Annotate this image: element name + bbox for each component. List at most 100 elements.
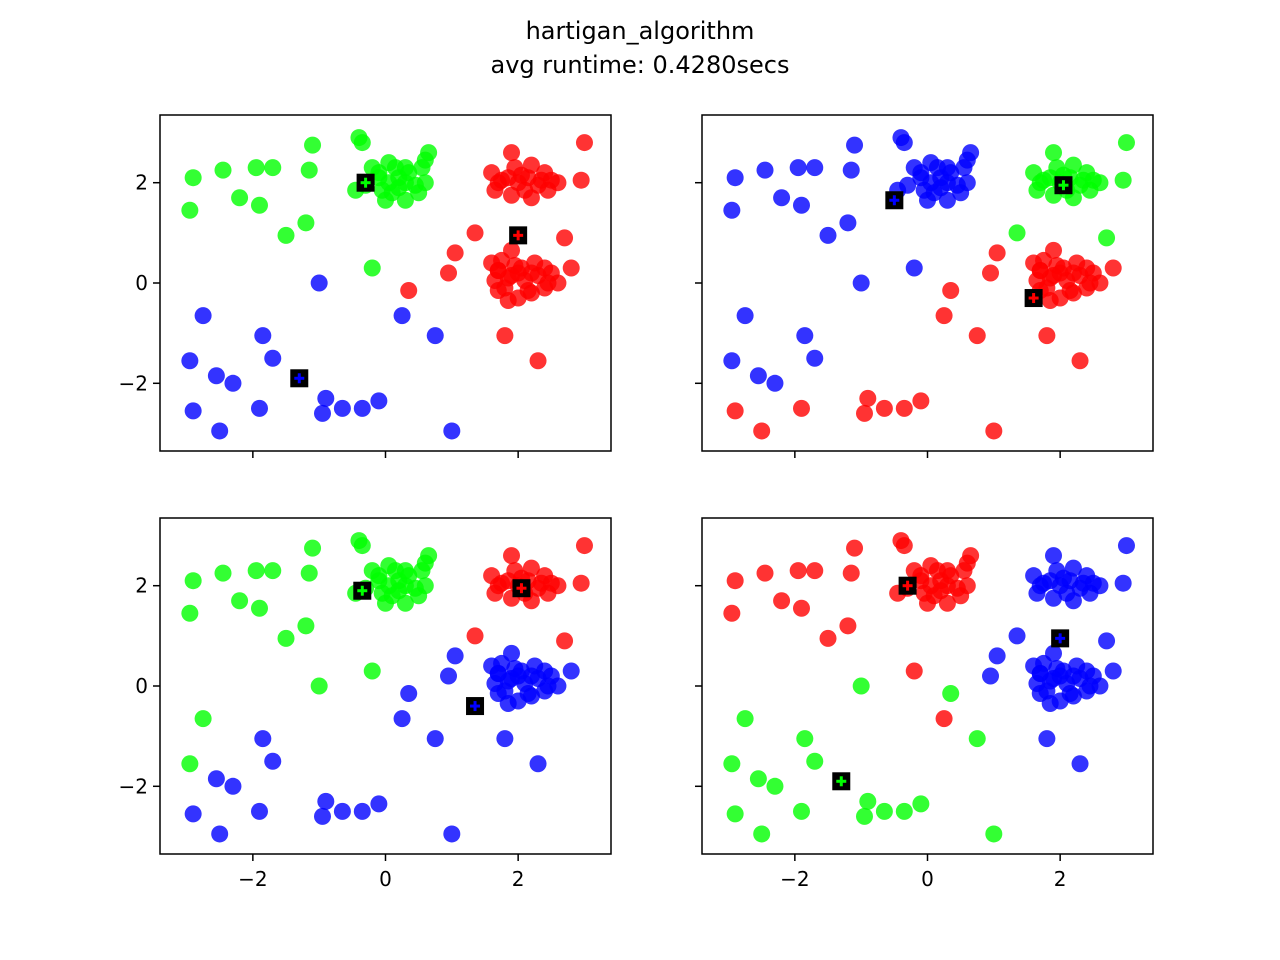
data-point: [1064, 264, 1082, 282]
data-point: [503, 186, 521, 204]
data-point: [846, 539, 864, 557]
data-point: [789, 562, 807, 580]
data-point: [756, 161, 774, 179]
data-point: [400, 685, 418, 703]
data-point: [532, 574, 550, 592]
data-point: [499, 572, 517, 590]
data-point: [855, 404, 873, 422]
data-point: [1117, 134, 1135, 152]
data-point: [549, 174, 567, 192]
data-point: [859, 792, 877, 810]
data-point: [895, 134, 913, 152]
data-point: [317, 389, 335, 407]
chart-title: hartigan_algorithm: [525, 17, 755, 45]
data-point: [1045, 547, 1063, 565]
data-point: [988, 647, 1006, 665]
data-point: [370, 164, 388, 182]
data-point: [370, 392, 388, 410]
data-point: [792, 399, 810, 417]
data-point: [353, 399, 371, 417]
data-point: [363, 662, 381, 680]
data-point: [390, 582, 408, 600]
data-point: [277, 629, 295, 647]
x-tick-label: −2: [238, 867, 267, 891]
centroid-marker: [356, 173, 375, 192]
data-point: [766, 777, 784, 795]
data-point: [556, 632, 574, 650]
data-point: [1117, 537, 1135, 555]
data-point: [1098, 632, 1116, 650]
data-point: [426, 327, 444, 345]
data-point: [247, 562, 265, 580]
data-point: [753, 825, 771, 843]
data-point: [968, 730, 986, 748]
data-point: [962, 144, 980, 162]
data-point: [982, 264, 1000, 282]
data-point: [572, 171, 590, 189]
data-point: [1071, 755, 1089, 773]
data-point: [413, 159, 431, 177]
data-point: [300, 161, 318, 179]
data-point: [264, 562, 282, 580]
data-point: [317, 792, 335, 810]
data-point: [370, 567, 388, 585]
data-point: [426, 730, 444, 748]
data-point: [726, 805, 744, 823]
data-point: [250, 399, 268, 417]
data-point: [806, 159, 824, 177]
data-point: [1041, 572, 1059, 590]
y-tick-label: 0: [135, 271, 148, 295]
data-point: [489, 664, 507, 682]
data-point: [736, 307, 754, 325]
data-point: [386, 159, 404, 177]
data-point: [264, 752, 282, 770]
data-point: [572, 574, 590, 592]
data-point: [895, 802, 913, 820]
data-point: [1071, 352, 1089, 370]
data-point: [410, 184, 428, 202]
data-point: [254, 327, 272, 345]
data-point: [529, 755, 547, 773]
data-point: [912, 795, 930, 813]
data-point: [1081, 274, 1099, 292]
data-point: [224, 374, 242, 392]
data-point: [519, 282, 537, 300]
data-point: [773, 189, 791, 207]
data-point: [756, 564, 774, 582]
data-point: [839, 214, 857, 232]
subplot-bottom-right: −2 0 2: [695, 517, 1154, 891]
data-point: [1041, 169, 1059, 187]
data-point: [333, 399, 351, 417]
y-tick-label: −2: [119, 774, 148, 798]
data-point: [842, 161, 860, 179]
data-point: [519, 685, 537, 703]
data-point: [496, 279, 514, 297]
data-point: [875, 802, 893, 820]
data-point: [792, 599, 810, 617]
data-point: [942, 164, 960, 182]
data-point: [562, 662, 580, 680]
data-point: [181, 201, 199, 219]
data-point: [846, 136, 864, 154]
data-point: [988, 244, 1006, 262]
centroid-marker: [466, 697, 485, 716]
centroid-marker: [1051, 629, 1070, 648]
data-point: [968, 327, 986, 345]
data-point: [400, 282, 418, 300]
data-point: [184, 402, 202, 420]
data-point: [420, 144, 438, 162]
data-point: [942, 685, 960, 703]
data-point: [231, 189, 249, 207]
data-point: [723, 604, 741, 622]
data-point: [1008, 627, 1026, 645]
data-point: [1104, 259, 1122, 277]
data-point: [400, 567, 418, 585]
data-point: [912, 164, 930, 182]
data-point: [396, 594, 414, 612]
data-point: [310, 677, 328, 695]
data-point: [353, 537, 371, 555]
data-point: [905, 662, 923, 680]
data-point: [932, 179, 950, 197]
data-point: [363, 259, 381, 277]
data-point: [207, 770, 225, 788]
